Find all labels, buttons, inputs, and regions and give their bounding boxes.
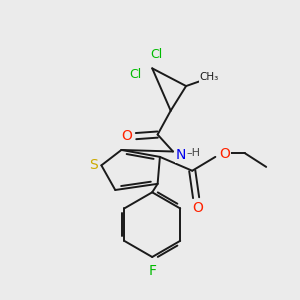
Text: N: N	[176, 148, 187, 162]
Text: F: F	[148, 264, 156, 278]
Text: S: S	[89, 158, 98, 172]
Text: O: O	[122, 129, 132, 143]
Text: O: O	[192, 202, 203, 215]
Text: –H: –H	[187, 148, 201, 158]
Text: CH₃: CH₃	[200, 72, 219, 82]
Text: Cl: Cl	[129, 68, 141, 81]
Text: Cl: Cl	[150, 48, 162, 61]
Text: O: O	[219, 147, 230, 161]
